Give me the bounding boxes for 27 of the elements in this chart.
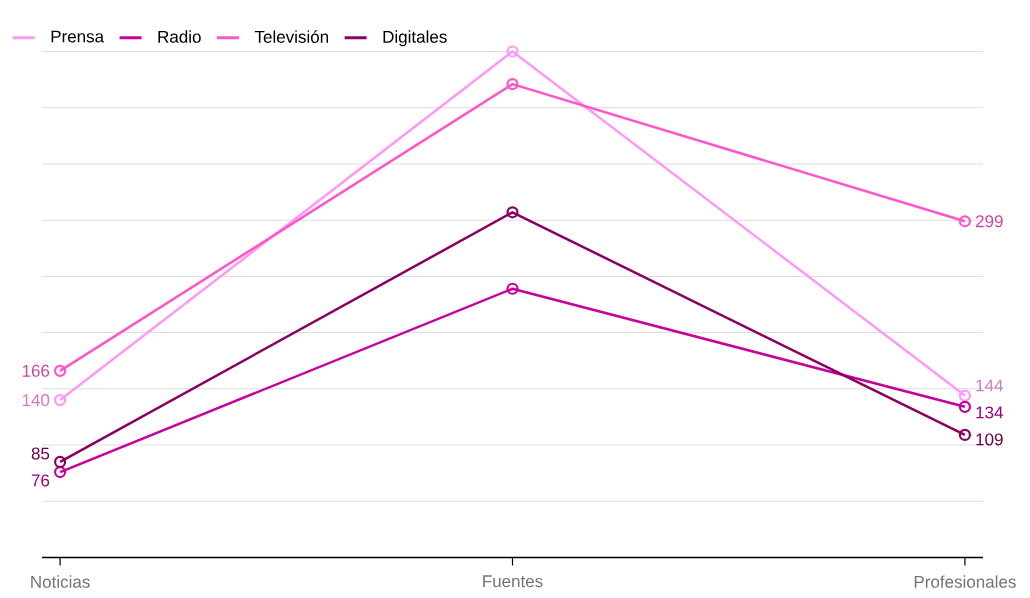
x-tick-label: Noticias [31, 575, 90, 588]
point [506, 282, 519, 295]
data-label: 85 [31, 447, 50, 460]
data-label: 109 [976, 433, 1003, 446]
data-label: 166 [22, 364, 50, 377]
data-label: 299 [975, 215, 1003, 228]
data-label: 140 [22, 394, 50, 407]
point [54, 465, 67, 479]
point [958, 400, 972, 413]
point [54, 455, 67, 469]
point [958, 428, 972, 442]
point [506, 45, 519, 58]
x-tick-label: Profesionales [914, 575, 1016, 588]
data-label: 76 [31, 474, 50, 487]
point [54, 364, 67, 377]
point [958, 389, 972, 402]
legend-label: Radio [158, 30, 201, 43]
x-tick-label: Fuentes [483, 575, 543, 588]
data-label: 134 [976, 406, 1003, 419]
data-label: 144 [976, 379, 1003, 392]
legend-label: Televisión [254, 30, 329, 43]
point [958, 215, 972, 228]
point [506, 78, 519, 91]
legend-label: Prensa [51, 30, 105, 43]
legend-label: Digitales [383, 30, 447, 47]
point [54, 393, 67, 407]
point [506, 206, 519, 219]
